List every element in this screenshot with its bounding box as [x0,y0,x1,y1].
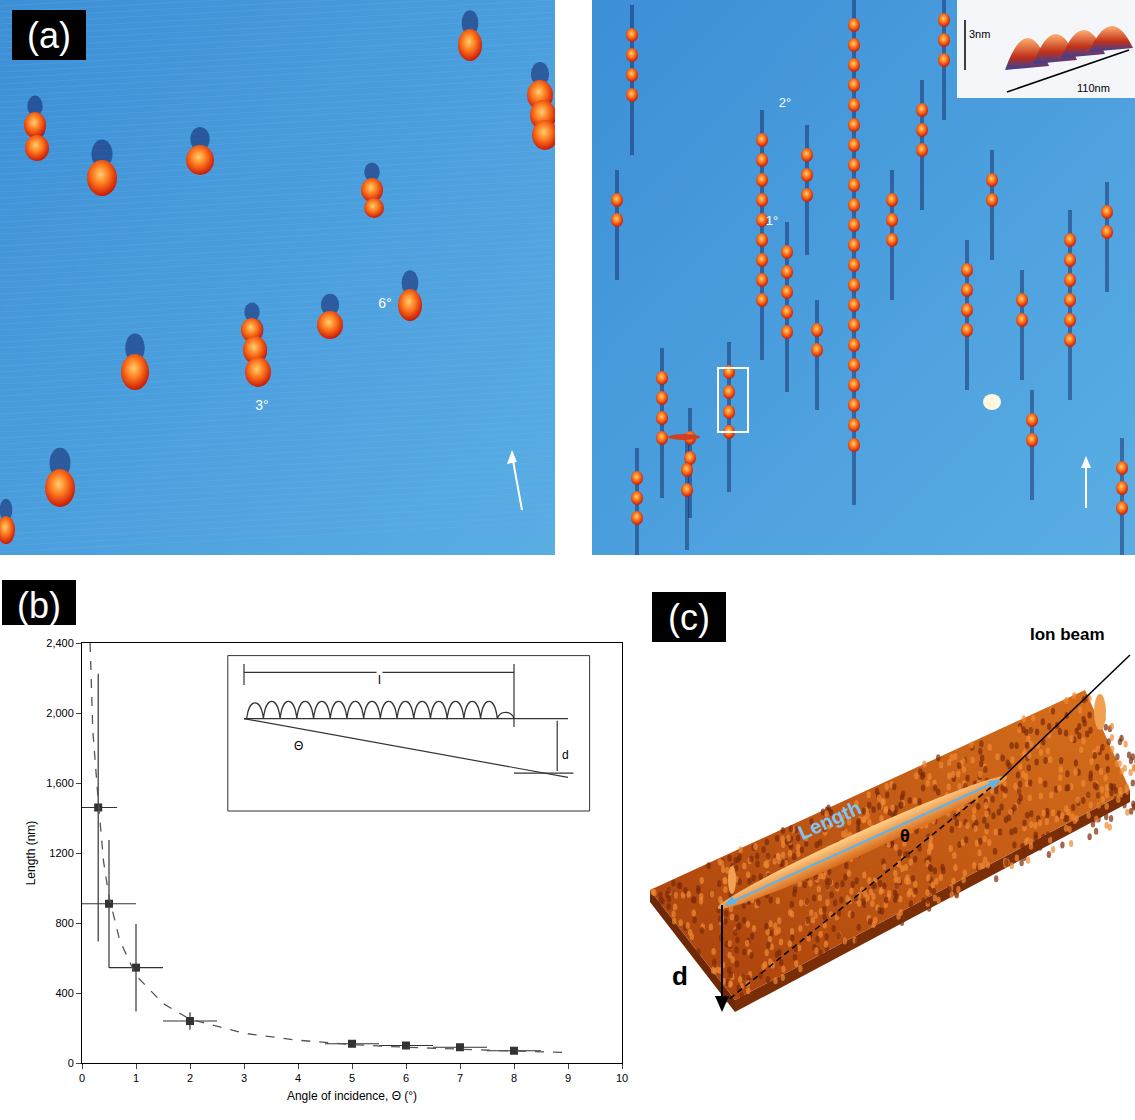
svg-text:1°: 1° [766,213,778,228]
svg-text:2°: 2° [779,95,791,110]
svg-text:Angle of incidence, Θ (°): Angle of incidence, Θ (°) [287,1089,417,1103]
svg-text:400: 400 [55,987,73,999]
svg-text:110nm: 110nm [1077,82,1110,94]
svg-text:Ion beam: Ion beam [1030,625,1105,644]
svg-text:2,000: 2,000 [46,707,74,719]
svg-text:3°: 3° [255,397,268,413]
svg-text:2: 2 [187,1072,193,1084]
svg-text:6°: 6° [378,295,391,311]
svg-text:6: 6 [403,1072,409,1084]
svg-text:d: d [562,748,569,762]
svg-text:7: 7 [457,1072,463,1084]
svg-text:(a): (a) [27,15,71,56]
svg-text:θ: θ [900,826,910,846]
svg-text:1,600: 1,600 [46,777,74,789]
svg-text:4: 4 [295,1072,301,1084]
svg-text:2,400: 2,400 [46,637,74,649]
svg-text:Θ: Θ [294,739,303,753]
svg-text:3nm: 3nm [969,28,990,40]
svg-text:d: d [672,961,688,991]
svg-text:l: l [378,672,381,687]
svg-text:10: 10 [616,1072,628,1084]
svg-text:800: 800 [55,917,73,929]
svg-text:1: 1 [133,1072,139,1084]
svg-text:0: 0 [79,1072,85,1084]
svg-text:0: 0 [68,1057,74,1069]
svg-text:(b): (b) [17,585,61,626]
svg-text:Length: Length [795,796,865,844]
svg-text:Length (nm): Length (nm) [24,821,38,886]
svg-text:1200: 1200 [49,847,73,859]
svg-text:(c): (c) [668,597,710,638]
svg-text:8: 8 [511,1072,517,1084]
svg-text:5: 5 [349,1072,355,1084]
svg-text:9: 9 [565,1072,571,1084]
svg-text:3: 3 [241,1072,247,1084]
